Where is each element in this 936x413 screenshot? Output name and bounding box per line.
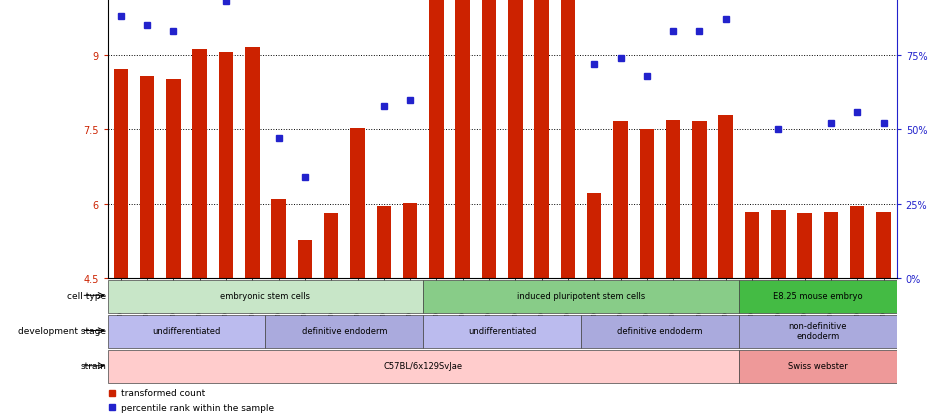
- Text: non-definitive
endoderm: non-definitive endoderm: [788, 321, 847, 340]
- Text: undifferentiated: undifferentiated: [468, 326, 536, 335]
- Bar: [739, 350, 897, 383]
- Bar: [298, 240, 312, 279]
- Text: induced pluripotent stem cells: induced pluripotent stem cells: [517, 291, 645, 300]
- Text: Swiss webster: Swiss webster: [788, 361, 848, 370]
- Bar: [350, 129, 365, 279]
- Bar: [745, 212, 759, 279]
- Bar: [482, 0, 496, 279]
- Bar: [739, 315, 897, 348]
- Bar: [739, 280, 897, 313]
- Bar: [167, 80, 181, 279]
- Text: E8.25 mouse embryo: E8.25 mouse embryo: [773, 291, 863, 300]
- Bar: [613, 122, 628, 279]
- Bar: [271, 199, 285, 279]
- Bar: [581, 315, 739, 348]
- Bar: [245, 48, 259, 279]
- Text: strain: strain: [80, 361, 107, 370]
- Bar: [108, 280, 423, 313]
- Bar: [824, 212, 838, 279]
- Text: cell type: cell type: [67, 291, 107, 300]
- Bar: [430, 0, 444, 279]
- Bar: [108, 350, 739, 383]
- Bar: [113, 70, 128, 279]
- Bar: [324, 214, 339, 279]
- Bar: [534, 0, 548, 279]
- Bar: [376, 207, 391, 279]
- Bar: [402, 204, 417, 279]
- Bar: [266, 315, 423, 348]
- Bar: [561, 0, 575, 279]
- Bar: [587, 194, 602, 279]
- Bar: [850, 206, 865, 279]
- Text: undifferentiated: undifferentiated: [153, 326, 221, 335]
- Bar: [423, 315, 581, 348]
- Text: embryonic stem cells: embryonic stem cells: [221, 291, 311, 300]
- Bar: [456, 0, 470, 279]
- Bar: [139, 76, 154, 279]
- Bar: [108, 315, 266, 348]
- Bar: [693, 122, 707, 279]
- Bar: [639, 130, 654, 279]
- Text: definitive endoderm: definitive endoderm: [617, 326, 703, 335]
- Bar: [219, 53, 233, 279]
- Bar: [508, 0, 522, 279]
- Bar: [423, 280, 739, 313]
- Text: definitive endoderm: definitive endoderm: [301, 326, 388, 335]
- Bar: [771, 211, 785, 279]
- Text: transformed count: transformed count: [121, 388, 205, 397]
- Bar: [193, 50, 207, 279]
- Text: development stage: development stage: [19, 326, 107, 335]
- Bar: [797, 214, 812, 279]
- Bar: [665, 121, 680, 279]
- Text: percentile rank within the sample: percentile rank within the sample: [121, 403, 274, 412]
- Bar: [719, 116, 733, 279]
- Text: C57BL/6x129SvJae: C57BL/6x129SvJae: [384, 361, 462, 370]
- Bar: [876, 212, 891, 279]
